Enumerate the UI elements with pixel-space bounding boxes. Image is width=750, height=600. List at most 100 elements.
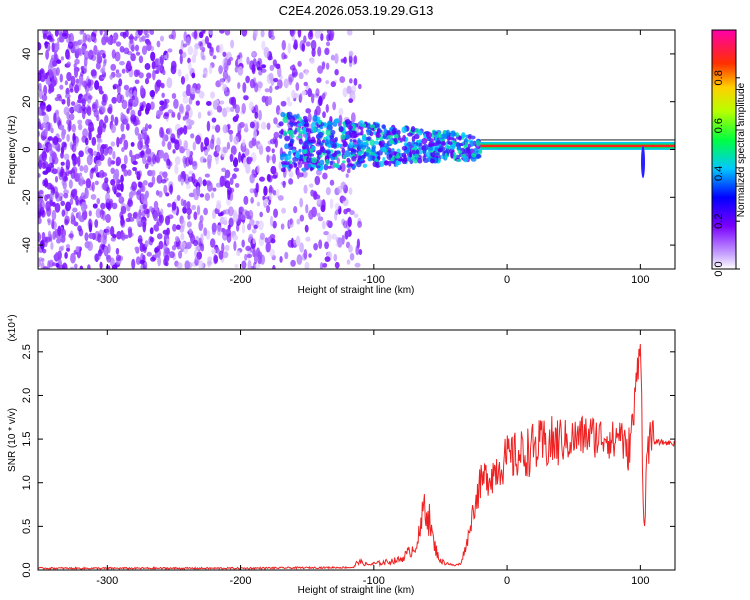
noise-mark xyxy=(270,238,276,244)
noise-mark xyxy=(301,170,308,178)
noise-mark xyxy=(152,210,159,222)
noise-mark xyxy=(180,241,186,249)
transition-mark xyxy=(342,154,347,160)
noise-mark xyxy=(188,192,195,198)
noise-mark xyxy=(349,78,353,84)
noise-mark xyxy=(42,33,47,40)
noise-mark xyxy=(265,145,271,153)
noise-mark xyxy=(193,211,198,220)
noise-mark xyxy=(250,196,254,204)
noise-mark xyxy=(61,32,68,37)
noise-mark xyxy=(151,61,156,70)
noise-mark xyxy=(348,244,353,253)
noise-mark xyxy=(66,61,71,67)
noise-mark xyxy=(215,182,222,188)
transition-mark xyxy=(417,157,423,164)
noise-mark xyxy=(268,30,274,38)
noise-mark xyxy=(305,41,311,47)
transition-mark xyxy=(290,134,295,138)
noise-mark xyxy=(208,154,213,160)
transition-mark xyxy=(283,130,287,137)
spectrogram-y-ticks: -40 -20 0 20 40 xyxy=(21,48,675,253)
noise-mark xyxy=(230,145,237,156)
noise-mark xyxy=(315,88,320,97)
transition-mark xyxy=(310,166,314,171)
noise-mark xyxy=(215,202,222,210)
noise-mark xyxy=(275,188,280,199)
noise-mark xyxy=(253,30,258,38)
noise-mark xyxy=(211,134,215,145)
noise-mark xyxy=(284,251,289,260)
noise-mark xyxy=(199,193,205,198)
transition-mark xyxy=(462,155,469,163)
transition-mark xyxy=(468,135,472,140)
noise-mark xyxy=(48,85,55,93)
noise-mark xyxy=(188,62,192,72)
noise-mark xyxy=(144,163,149,169)
noise-mark xyxy=(235,113,240,119)
noise-mark xyxy=(74,83,80,94)
transition-mark xyxy=(396,152,400,159)
noise-mark xyxy=(192,141,197,151)
noise-mark xyxy=(55,59,62,64)
transition-mark xyxy=(478,149,483,155)
transition-mark xyxy=(470,135,476,140)
noise-mark xyxy=(196,185,201,197)
transition-mark xyxy=(282,116,289,123)
transition-mark xyxy=(411,149,416,155)
transition-mark xyxy=(303,118,309,123)
noise-mark xyxy=(147,182,154,188)
noise-mark xyxy=(316,77,322,83)
transition-mark xyxy=(290,122,294,128)
transition-mark xyxy=(396,129,401,135)
noise-mark xyxy=(204,173,210,178)
noise-mark xyxy=(54,53,59,61)
noise-mark xyxy=(84,232,89,242)
noise-mark xyxy=(68,233,74,239)
noise-mark xyxy=(59,73,63,83)
noise-mark xyxy=(222,70,229,80)
noise-mark xyxy=(55,262,59,268)
noise-mark xyxy=(196,204,201,216)
snr-frame xyxy=(37,329,676,571)
noise-mark xyxy=(358,249,363,256)
noise-mark xyxy=(222,51,227,57)
noise-mark xyxy=(187,176,194,182)
noise-mark xyxy=(41,231,46,242)
noise-mark xyxy=(249,121,255,129)
x-tick-label: 100 xyxy=(631,274,649,286)
transition-mark xyxy=(377,155,381,160)
noise-mark xyxy=(260,68,267,73)
transition-mark xyxy=(394,138,398,145)
noise-mark xyxy=(202,55,206,61)
noise-mark xyxy=(230,39,235,49)
noise-mark xyxy=(290,259,296,267)
noise-mark xyxy=(268,184,273,195)
noise-mark xyxy=(139,85,144,96)
x-tick-label: -300 xyxy=(96,274,118,286)
transition-mark xyxy=(334,136,338,142)
noise-mark xyxy=(136,119,141,126)
noise-mark xyxy=(195,134,202,145)
noise-mark xyxy=(61,209,66,217)
noise-mark xyxy=(204,192,211,201)
transition-mark xyxy=(298,138,303,145)
transition-mark xyxy=(335,150,341,155)
noise-mark xyxy=(67,123,71,133)
transition-mark xyxy=(417,130,423,136)
noise-mark xyxy=(171,93,177,100)
noise-mark xyxy=(180,198,185,207)
noise-mark xyxy=(137,30,143,36)
noise-mark xyxy=(38,72,42,82)
noise-mark xyxy=(204,35,210,45)
noise-mark xyxy=(66,96,71,107)
noise-mark xyxy=(204,149,209,157)
transition-mark xyxy=(284,135,291,142)
noise-mark xyxy=(60,56,64,61)
noise-mark xyxy=(98,154,105,162)
noise-mark xyxy=(130,114,137,124)
transition-mark xyxy=(325,158,330,166)
transition-mark xyxy=(287,150,292,156)
noise-mark xyxy=(99,261,103,269)
noise-mark xyxy=(50,78,57,88)
